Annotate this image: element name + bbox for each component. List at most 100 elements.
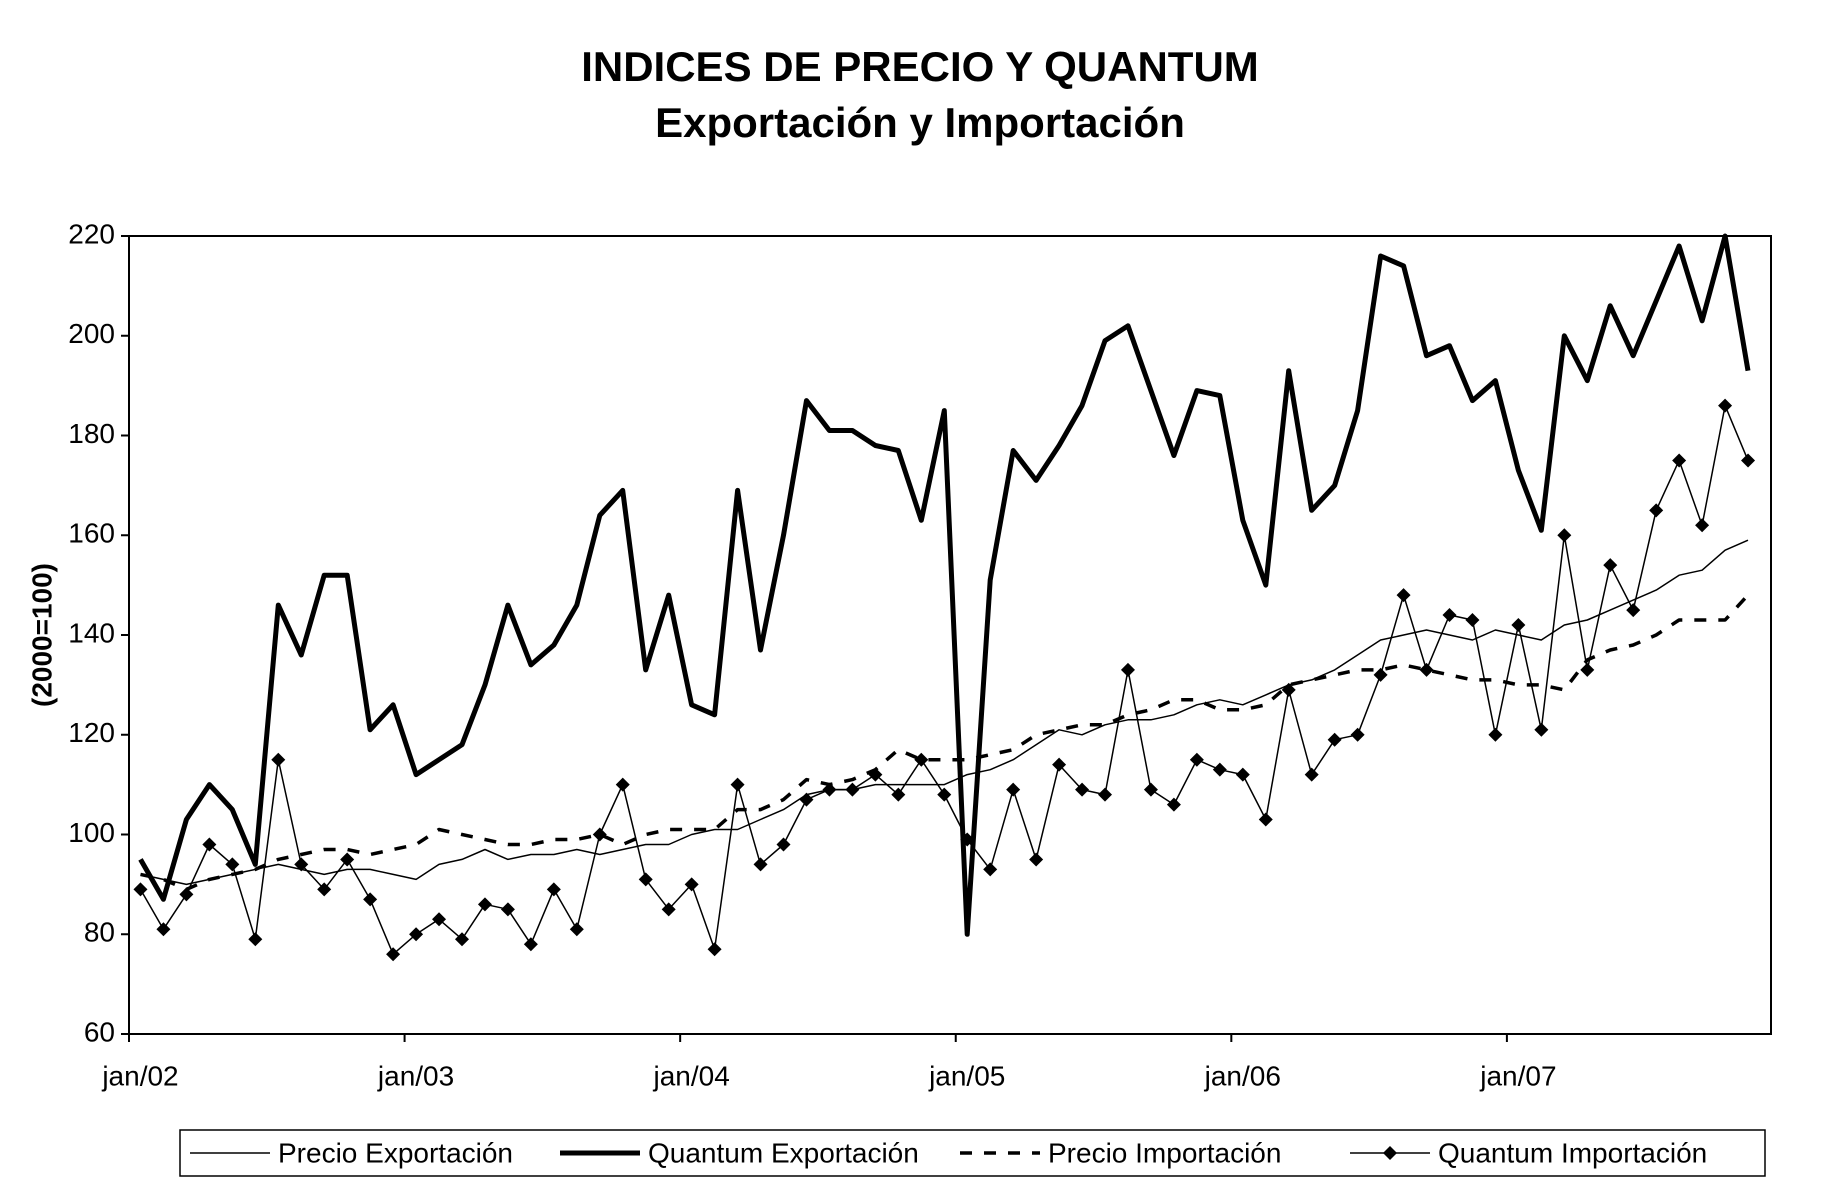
- point-marker: [179, 887, 194, 902]
- point-marker: [1603, 558, 1618, 573]
- point-marker: [432, 912, 447, 927]
- point-marker: [1534, 722, 1549, 737]
- y-tick-label: 120: [68, 717, 115, 748]
- point-marker: [960, 832, 975, 847]
- point-marker: [546, 882, 561, 897]
- point-marker: [615, 777, 630, 792]
- point-marker: [1052, 757, 1067, 772]
- point-marker: [891, 787, 906, 802]
- point-marker: [1741, 453, 1756, 468]
- point-marker: [753, 857, 768, 872]
- point-marker: [1166, 797, 1181, 812]
- point-marker: [1557, 528, 1572, 543]
- x-tick-label: jan/02: [101, 1060, 178, 1091]
- point-marker: [1695, 518, 1710, 533]
- point-marker: [638, 872, 653, 887]
- point-marker: [707, 942, 722, 957]
- point-marker: [1350, 727, 1365, 742]
- point-marker: [868, 767, 883, 782]
- point-marker: [1098, 787, 1113, 802]
- point-marker: [202, 837, 217, 852]
- point-marker: [1672, 453, 1687, 468]
- point-marker: [914, 752, 929, 767]
- chart-subtitle: Exportación y Importación: [655, 99, 1185, 146]
- point-marker: [1258, 812, 1273, 827]
- y-tick-label: 100: [68, 817, 115, 848]
- point-marker: [1281, 682, 1296, 697]
- point-marker: [983, 862, 998, 877]
- point-marker: [1649, 503, 1664, 518]
- x-tick-label: jan/03: [377, 1060, 454, 1091]
- point-marker: [661, 902, 676, 917]
- point-marker: [937, 787, 952, 802]
- point-marker: [1626, 603, 1641, 618]
- point-marker: [684, 877, 699, 892]
- point-marker: [1235, 767, 1250, 782]
- point-marker: [822, 782, 837, 797]
- point-marker: [294, 857, 309, 872]
- point-marker: [454, 932, 469, 947]
- point-marker: [1143, 782, 1158, 797]
- legend-label: Precio Importación: [1048, 1137, 1281, 1168]
- x-tick-label: jan/07: [1479, 1060, 1556, 1091]
- point-marker: [477, 897, 492, 912]
- y-tick-label: 180: [68, 418, 115, 449]
- point-marker: [1511, 618, 1526, 633]
- point-marker: [1373, 667, 1388, 682]
- x-tick-label: jan/06: [1204, 1060, 1281, 1091]
- x-tick-label: jan/04: [652, 1060, 729, 1091]
- point-marker: [592, 827, 607, 842]
- legend-box: [179, 1129, 1766, 1177]
- point-marker: [1419, 662, 1434, 677]
- point-marker: [363, 892, 378, 907]
- point-marker: [1212, 762, 1227, 777]
- point-marker: [1465, 613, 1480, 628]
- point-marker: [1006, 782, 1021, 797]
- point-marker: [569, 922, 584, 937]
- point-marker: [317, 882, 332, 897]
- plot-area: [128, 235, 1772, 1035]
- point-marker: [776, 837, 791, 852]
- point-marker: [1396, 588, 1411, 603]
- point-marker: [1580, 662, 1595, 677]
- y-tick-label: 140: [68, 617, 115, 648]
- series-line: [138, 233, 1751, 937]
- point-marker: [271, 752, 286, 767]
- y-tick-label: 200: [68, 318, 115, 349]
- point-marker: [156, 922, 171, 937]
- series-line: [140, 593, 1750, 892]
- point-marker: [1327, 732, 1342, 747]
- point-marker: [799, 792, 814, 807]
- legend-label: Quantum Exportación: [648, 1137, 919, 1168]
- point-marker: [386, 947, 401, 962]
- point-marker: [1189, 752, 1204, 767]
- chart-title: INDICES DE PRECIO Y QUANTUM: [581, 43, 1259, 90]
- y-tick-label: 60: [84, 1016, 115, 1047]
- point-marker: [340, 852, 355, 867]
- x-tick-label: jan/05: [928, 1060, 1005, 1091]
- point-marker: [133, 882, 148, 897]
- point-marker: [1304, 767, 1319, 782]
- point-marker: [1120, 662, 1135, 677]
- y-tick-label: 220: [68, 218, 115, 249]
- series-line: [140, 539, 1749, 886]
- legend-label: Quantum Importación: [1438, 1137, 1707, 1168]
- point-marker: [1718, 398, 1733, 413]
- point-marker: [730, 777, 745, 792]
- point-marker: [1075, 782, 1090, 797]
- legend-marker: [1383, 1146, 1397, 1160]
- point-marker: [409, 927, 424, 942]
- point-marker: [500, 902, 515, 917]
- y-tick-label: 160: [68, 518, 115, 549]
- point-marker: [248, 932, 263, 947]
- legend-label: Precio Exportación: [278, 1137, 513, 1168]
- point-marker: [523, 937, 538, 952]
- point-marker: [845, 782, 860, 797]
- y-axis-label: (2000=100): [26, 563, 57, 707]
- point-marker: [1442, 608, 1457, 623]
- point-marker: [1488, 727, 1503, 742]
- y-tick-label: 80: [84, 917, 115, 948]
- point-marker: [225, 857, 240, 872]
- point-marker: [1029, 852, 1044, 867]
